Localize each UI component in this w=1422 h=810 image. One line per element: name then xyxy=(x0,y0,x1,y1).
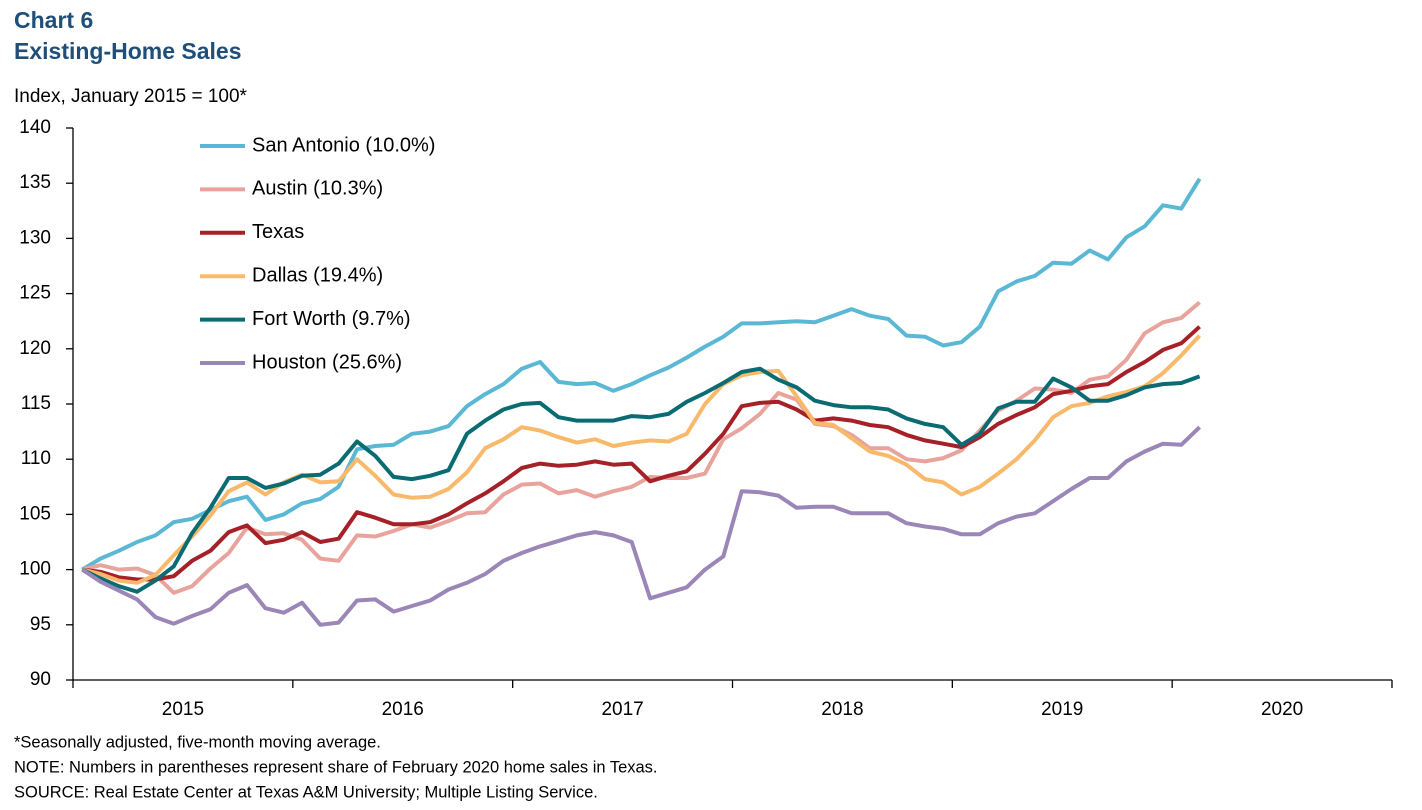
series-line xyxy=(81,425,1201,627)
legend-label: Fort Worth (9.7%) xyxy=(252,308,411,330)
series-line xyxy=(81,300,1201,595)
y-tick-label: 140 xyxy=(19,117,51,138)
y-tick-label: 115 xyxy=(21,393,51,414)
y-tick-label: 135 xyxy=(19,172,51,193)
series-line xyxy=(81,325,1201,582)
x-tick-label: 2017 xyxy=(601,699,643,720)
legend-label: Austin (10.3%) xyxy=(252,178,383,200)
legend-label: Texas xyxy=(252,221,304,243)
y-tick-label: 120 xyxy=(19,338,51,359)
y-tick-label: 125 xyxy=(19,283,51,304)
x-tick-label: 2020 xyxy=(1261,699,1303,720)
y-tick-label: 90 xyxy=(30,669,51,690)
x-tick-label: 2015 xyxy=(162,699,204,720)
x-tick-label: 2019 xyxy=(1041,699,1083,720)
chart-title: Chart 6 xyxy=(14,7,93,33)
series-line xyxy=(81,366,1201,594)
y-tick-label: 100 xyxy=(19,559,51,580)
series-line xyxy=(81,177,1202,572)
y-tick-label: 130 xyxy=(19,227,51,248)
footnote: NOTE: Numbers in parentheses represent s… xyxy=(14,758,658,776)
footnote: SOURCE: Real Estate Center at Texas A&M … xyxy=(14,783,598,801)
series-line xyxy=(81,334,1202,585)
legend-label: San Antonio (10.0%) xyxy=(252,134,435,156)
x-tick-label: 2016 xyxy=(382,699,424,720)
y-tick-label: 95 xyxy=(30,614,51,635)
x-tick-label: 2018 xyxy=(821,699,863,720)
footnote: *Seasonally adjusted, five-month moving … xyxy=(14,733,381,751)
y-tick-label: 105 xyxy=(19,503,51,524)
legend-label: Houston (25.6%) xyxy=(252,351,402,373)
y-tick-label: 110 xyxy=(21,448,51,469)
legend-label: Dallas (19.4%) xyxy=(252,264,383,286)
chart-subtitle: Existing-Home Sales xyxy=(14,38,242,64)
y-axis-label: Index, January 2015 = 100* xyxy=(14,86,248,107)
